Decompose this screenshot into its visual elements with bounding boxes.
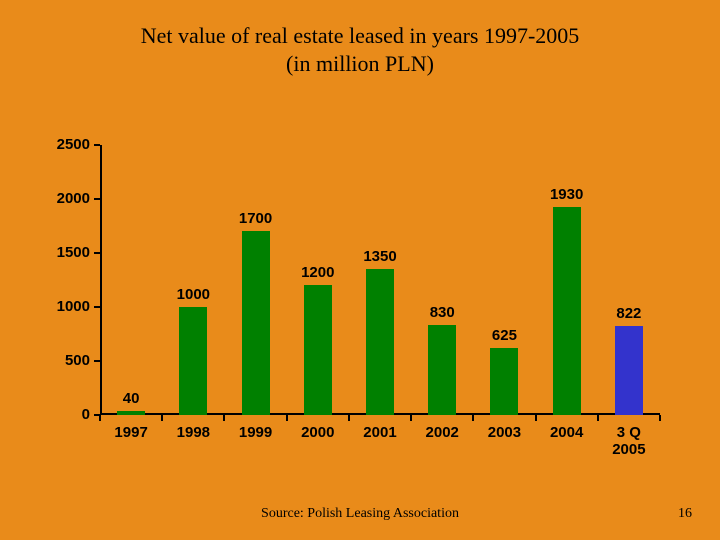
chart-plot-area: 0500100015002000250040199710001998170019… — [100, 145, 660, 415]
y-tick-label: 0 — [40, 406, 90, 423]
bar-value-label: 830 — [412, 304, 472, 321]
x-category-label: 1999 — [224, 425, 286, 442]
bar — [366, 269, 394, 415]
bar-value-label: 822 — [599, 305, 659, 322]
y-tick — [94, 198, 100, 200]
source-text: Source: Polish Leasing Association — [0, 506, 720, 522]
y-tick-label: 500 — [40, 352, 90, 369]
bar — [615, 326, 643, 415]
y-tick-label: 2000 — [40, 190, 90, 207]
bar-value-label: 1700 — [226, 210, 286, 227]
bar-value-label: 1000 — [163, 286, 223, 303]
x-category-label: 2001 — [349, 425, 411, 442]
x-category-label: 2004 — [536, 425, 598, 442]
y-tick — [94, 144, 100, 146]
bar — [179, 307, 207, 415]
y-tick — [94, 252, 100, 254]
slide: Net value of real estate leased in years… — [0, 0, 720, 540]
x-category-label: 3 Q 2005 — [598, 425, 660, 458]
x-tick — [223, 415, 225, 421]
bar-value-label: 1930 — [537, 186, 597, 203]
y-tick-label: 2500 — [40, 136, 90, 153]
bar-value-label: 1350 — [350, 248, 410, 265]
bar — [117, 411, 145, 415]
x-tick — [659, 415, 661, 421]
chart-title: Net value of real estate leased in years… — [0, 22, 720, 77]
y-tick — [94, 360, 100, 362]
y-tick — [94, 306, 100, 308]
x-tick — [161, 415, 163, 421]
bar — [428, 325, 456, 415]
x-tick — [410, 415, 412, 421]
x-tick — [99, 415, 101, 421]
title-line2: (in million PLN) — [286, 51, 434, 76]
bar — [490, 348, 518, 416]
bar-value-label: 40 — [101, 390, 161, 407]
x-category-label: 2003 — [473, 425, 535, 442]
bar-value-label: 1200 — [288, 264, 348, 281]
bar — [242, 231, 270, 415]
x-tick — [597, 415, 599, 421]
bar — [304, 285, 332, 415]
y-axis-line — [100, 145, 102, 415]
y-tick-label: 1500 — [40, 244, 90, 261]
title-line1: Net value of real estate leased in years… — [141, 23, 580, 48]
bar-value-label: 625 — [474, 327, 534, 344]
x-category-label: 1997 — [100, 425, 162, 442]
x-category-label: 1998 — [162, 425, 224, 442]
page-number: 16 — [678, 506, 692, 522]
x-tick — [535, 415, 537, 421]
x-tick — [348, 415, 350, 421]
x-tick — [472, 415, 474, 421]
y-tick-label: 1000 — [40, 298, 90, 315]
x-category-label: 2002 — [411, 425, 473, 442]
x-tick — [286, 415, 288, 421]
x-category-label: 2000 — [287, 425, 349, 442]
bar — [553, 207, 581, 415]
